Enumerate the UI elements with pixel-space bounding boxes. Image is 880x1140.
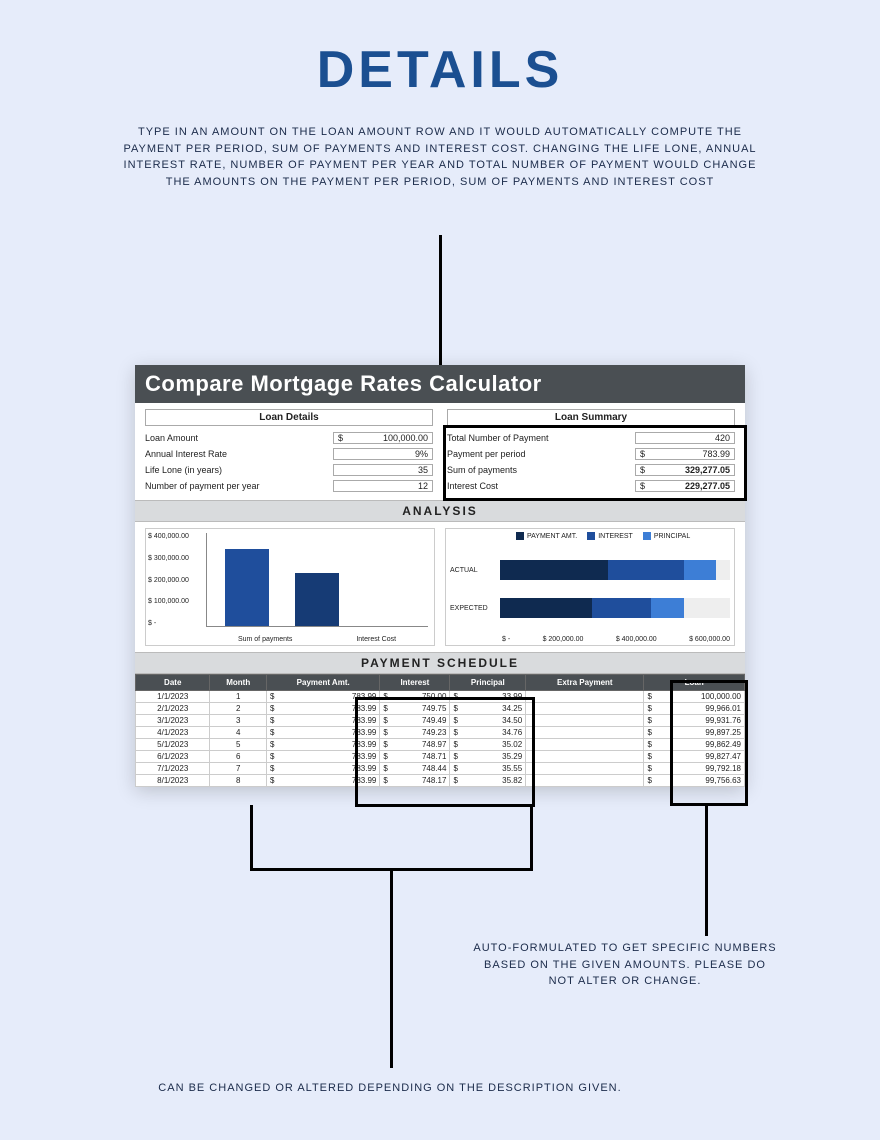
kv-row: Life Lone (in years)35 (145, 462, 433, 478)
kv-row: Total Number of Payment420 (447, 430, 735, 446)
col-header: Extra Payment (526, 675, 644, 691)
connector-right (705, 806, 708, 936)
page-title: DETAILS (0, 0, 880, 100)
table-row: 5/1/20235$783.99$748.97$35.02$99,862.49 (136, 739, 745, 751)
col-header: Payment Amt. (267, 675, 380, 691)
table-row: 7/1/20237$783.99$748.44$35.55$99,792.18 (136, 763, 745, 775)
connector-bracket-stem (390, 868, 393, 1068)
schedule-table: DateMonthPayment Amt.InterestPrincipalEx… (135, 674, 745, 787)
connector-bracket-right (530, 807, 533, 870)
col-header: Date (136, 675, 210, 691)
kv-row: Loan Amount$100,000.00 (145, 430, 433, 446)
table-row: 4/1/20234$783.99$749.23$34.76$99,897.25 (136, 727, 745, 739)
bar (295, 573, 339, 626)
loan-details-col: Loan Amount$100,000.00Annual Interest Ra… (145, 430, 433, 494)
intro-text: TYPE IN AN AMOUNT ON THE LOAN AMOUNT ROW… (120, 124, 760, 190)
hbar-row: EXPECTED (450, 598, 730, 618)
sheet-title: Compare Mortgage Rates Calculator (135, 365, 745, 403)
annotation-bottom: CAN BE CHANGED OR ALTERED DEPENDING ON T… (130, 1080, 650, 1097)
kv-row: Number of payment per year12 (145, 478, 433, 494)
table-row: 8/1/20238$783.99$748.17$35.82$99,756.63 (136, 775, 745, 787)
loan-details-header: Loan Details (145, 409, 433, 426)
table-row: 1/1/20231$783.99$750.00$33.99$100,000.00 (136, 691, 745, 703)
annotation-right: AUTO-FORMULATED TO GET SPECIFIC NUMBERS … (470, 940, 780, 990)
loan-summary-header: Loan Summary (447, 409, 735, 426)
kv-row: Interest Cost$229,277.05 (447, 478, 735, 494)
col-header: Loan (644, 675, 745, 691)
col-header: Interest (380, 675, 450, 691)
schedule-bar: PAYMENT SCHEDULE (135, 652, 745, 674)
chart-left: $ 400,000.00$ 300,000.00$ 200,000.00$ 10… (145, 528, 435, 646)
spreadsheet-card: Compare Mortgage Rates Calculator Loan D… (135, 365, 745, 787)
analysis-bar: ANALYSIS (135, 500, 745, 522)
kv-row: Payment per period$783.99 (447, 446, 735, 462)
hbar-row: ACTUAL (450, 560, 730, 580)
table-row: 6/1/20236$783.99$748.71$35.29$99,827.47 (136, 751, 745, 763)
table-row: 2/1/20232$783.99$749.75$34.25$99,966.01 (136, 703, 745, 715)
col-header: Month (210, 675, 267, 691)
col-header: Principal (450, 675, 526, 691)
table-row: 3/1/20233$783.99$749.49$34.50$99,931.76 (136, 715, 745, 727)
loan-summary-col: Total Number of Payment420Payment per pe… (447, 430, 735, 494)
kv-row: Sum of payments$329,277.05 (447, 462, 735, 478)
connector-top (439, 235, 442, 365)
bar (225, 549, 269, 626)
chart-right: PAYMENT AMT.INTERESTPRINCIPAL ACTUALEXPE… (445, 528, 735, 646)
connector-bracket-left (250, 805, 253, 870)
kv-row: Annual Interest Rate9% (145, 446, 433, 462)
